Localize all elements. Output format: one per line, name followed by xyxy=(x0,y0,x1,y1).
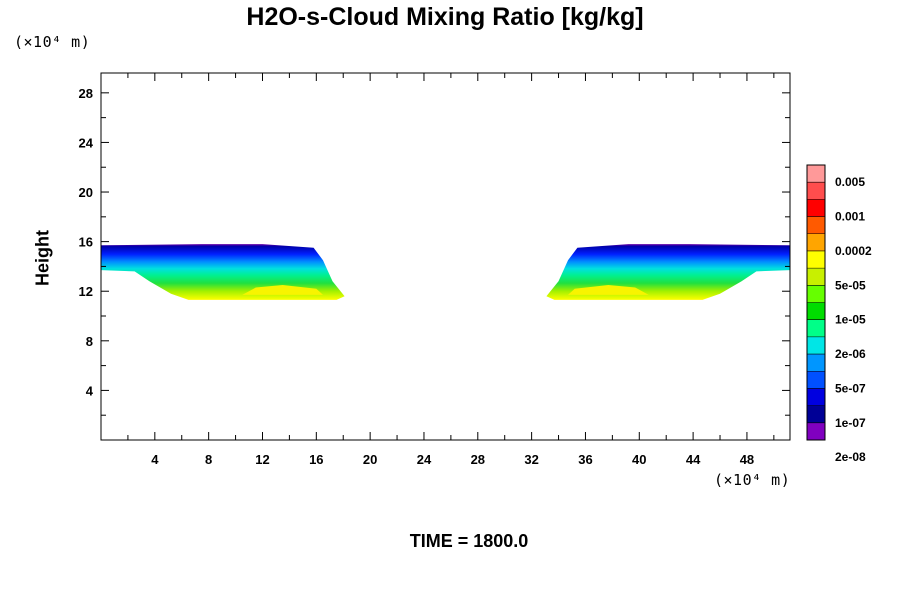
x-tick-label: 12 xyxy=(255,452,269,467)
colorbar-label: 2e-06 xyxy=(835,347,866,361)
colorbar-label: 0.0002 xyxy=(835,244,872,258)
colorbar-swatch xyxy=(807,233,825,252)
chart-title: H2O-s-Cloud Mixing Ratio [kg/kg] xyxy=(246,3,644,31)
colorbar-label: 1e-07 xyxy=(835,416,866,430)
x-tick-label: 24 xyxy=(417,452,432,467)
colorbar-frame xyxy=(806,164,826,441)
colorbar-swatch xyxy=(807,216,825,235)
colorbar-swatch xyxy=(807,182,825,200)
y-tick-label: 20 xyxy=(79,185,93,200)
colorbar-swatch xyxy=(807,165,825,183)
colorbar-label: 2e-08 xyxy=(835,450,866,464)
y-tick-label: 16 xyxy=(79,235,93,250)
colorbar-swatch xyxy=(807,250,825,269)
y-tick-label: 24 xyxy=(79,135,94,150)
colorbar-label: 0.001 xyxy=(835,210,865,224)
y-tick-label: 28 xyxy=(79,86,93,101)
colorbar-swatch xyxy=(807,371,825,389)
colorbar-swatch xyxy=(807,285,825,303)
colorbar-label: 0.005 xyxy=(835,175,865,189)
x-tick-label: 8 xyxy=(205,452,212,467)
y-axis-unit: (×10⁴ m) xyxy=(14,33,91,51)
x-axis-unit: (×10⁴ m) xyxy=(714,471,791,489)
x-tick-label: 32 xyxy=(524,452,538,467)
x-tick-label: 36 xyxy=(578,452,592,467)
x-tick-label: 40 xyxy=(632,452,646,467)
colorbar-label: 1e-05 xyxy=(835,313,866,327)
x-tick-label: 16 xyxy=(309,452,323,467)
x-tick-label: 44 xyxy=(686,452,701,467)
colorbar-swatch xyxy=(807,354,825,372)
colorbar-swatch xyxy=(807,422,825,441)
cloud-core xyxy=(242,285,323,295)
colorbar-label: 5e-07 xyxy=(835,381,866,395)
colorbar-swatch xyxy=(807,336,825,355)
y-tick-label: 8 xyxy=(86,334,93,349)
colorbar-swatch xyxy=(807,319,825,338)
colorbar-label: 5e-05 xyxy=(835,278,866,292)
colorbar-swatch xyxy=(807,405,825,424)
cloud-core xyxy=(568,285,649,295)
plot-frame xyxy=(100,72,791,441)
x-tick-label: 4 xyxy=(151,452,159,467)
y-tick-label: 12 xyxy=(79,284,93,299)
x-tick-label: 48 xyxy=(740,452,754,467)
x-tick-label: 20 xyxy=(363,452,377,467)
colorbar-swatch xyxy=(807,199,825,217)
y-tick-label: 4 xyxy=(86,383,94,398)
x-tick-label: 28 xyxy=(471,452,485,467)
colorbar-swatch xyxy=(807,302,825,320)
colorbar-swatch xyxy=(807,388,825,406)
colorbar-swatch xyxy=(807,268,825,286)
time-label: TIME = 1800.0 xyxy=(409,531,529,551)
